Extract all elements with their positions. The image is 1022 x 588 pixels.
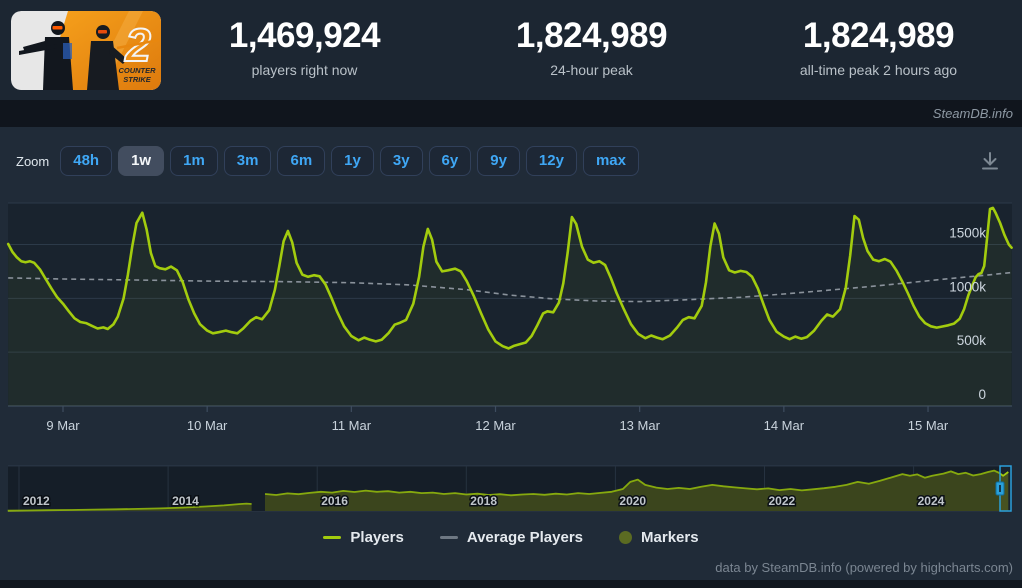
x-axis-label-12-Mar: 12 Mar — [475, 418, 516, 433]
x-axis-label-9-Mar: 9 Mar — [46, 418, 80, 433]
y-axis-label-0: 0 — [978, 387, 986, 402]
navigator-mask — [8, 466, 1000, 511]
y-axis-label-1500k: 1500k — [949, 226, 986, 241]
legend-label: Markers — [641, 529, 699, 546]
players-line — [6, 206, 1013, 350]
zoom-range-button-12y[interactable]: 12y — [525, 145, 577, 177]
line-swatch — [439, 536, 458, 539]
navigator-year-label-2012: 2012 — [23, 494, 50, 508]
navigator-area-segment-0 — [7, 503, 252, 511]
plot-area[interactable] — [8, 203, 1012, 406]
alltime-peak-value: 1,824,989 — [802, 16, 955, 55]
zoom-range-button-3m[interactable]: 3m — [223, 145, 272, 177]
zoom-button-group: 48h 1w 1m 3m 6m 1y 3y 6y 9y 12y max — [60, 145, 645, 177]
navigator-line-segment-1 — [264, 469, 1009, 497]
stat-24h-peak: 1,824,989 24-hour peak — [448, 0, 735, 78]
navigator-year-label-2020: 2020 — [619, 494, 646, 508]
x-axis-label-11-Mar: 11 Mar — [332, 418, 372, 433]
x-axis-label-14-Mar: 14 Mar — [764, 418, 805, 433]
players-area-fill — [8, 207, 1012, 406]
zoom-range-button-48h[interactable]: 48h — [60, 145, 113, 177]
legend-item-players[interactable]: Players — [323, 529, 404, 546]
logo-word-counter: COUNTER — [118, 66, 156, 75]
peak-24h-label: 24-hour peak — [550, 62, 633, 78]
header: 2 COUNTER STRIKE 1,469,924 players right… — [0, 0, 1022, 100]
zoom-range-button-9y[interactable]: 9y — [477, 145, 520, 177]
navigator-year-label-2014: 2014 — [172, 494, 199, 508]
legend-item-average-players[interactable]: Average Players — [439, 529, 584, 546]
navigator-year-label-2024: 2024 — [918, 494, 945, 508]
bottom-strip — [0, 580, 1022, 588]
zoom-range-button-3y[interactable]: 3y — [379, 145, 423, 177]
navigator-year-label-2018: 2018 — [470, 494, 497, 508]
main-player-chart[interactable]: 9 Mar 10 Mar 11 Mar 12 Mar 13 Mar 14 Mar 15 Ma… — [0, 195, 1022, 460]
steamdb-watermark: SteamDB.info — [932, 106, 1013, 121]
alltime-peak-label: all-time peak 2 hours ago — [799, 62, 958, 78]
x-axis-label-13-Mar: 13 Mar — [619, 418, 660, 433]
marker-swatch — [619, 531, 633, 544]
y-axis-label-500k: 500k — [957, 333, 987, 348]
legend-label: Average Players — [466, 529, 584, 546]
zoom-label: Zoom — [16, 153, 50, 169]
zoom-range-button-max[interactable]: max — [582, 145, 639, 177]
range-toolbar: Zoom 48h 1w 1m 3m 6m 1y 3y 6y 9y 12y max — [0, 127, 1022, 179]
zoom-range-button-1m[interactable]: 1m — [170, 145, 218, 177]
x-axis-label-10-Mar: 10 Mar — [187, 418, 228, 433]
download-icon — [982, 152, 998, 170]
visor-right — [98, 30, 107, 34]
download-button[interactable] — [978, 149, 1002, 173]
chart-credit: data by SteamDB.info (powered by highcha… — [715, 560, 1013, 575]
average-players-line — [8, 271, 1012, 303]
peak-24h-value: 1,824,989 — [515, 16, 668, 55]
backpack — [63, 43, 72, 59]
zoom-range-button-1y[interactable]: 1y — [331, 145, 374, 177]
logo-word-strike: STRIKE — [123, 75, 152, 84]
cs2-game-capsule[interactable]: 2 COUNTER STRIKE — [11, 11, 161, 90]
legend-label: Players — [350, 529, 404, 546]
zoom-range-button-6y[interactable]: 6y — [428, 145, 472, 177]
brand-bar: SteamDB.info — [0, 100, 1022, 127]
soldier-silhouette-right — [87, 25, 127, 90]
cs2-logo-art: 2 COUNTER STRIKE — [11, 11, 161, 90]
navigator-year-label-2016: 2016 — [321, 494, 348, 508]
zoom-range-button-1w[interactable]: 1w — [118, 145, 165, 177]
history-navigator[interactable]: 2012 2014 2016 2018 2020 2022 2024 — [0, 460, 1022, 520]
zoom-range-button-6m[interactable]: 6m — [277, 145, 326, 177]
navigator-area-segment-1 — [265, 470, 1009, 511]
y-axis-label-1000k: 1000k — [949, 279, 986, 294]
navigator-year-label-2022: 2022 — [769, 494, 796, 508]
legend-item-markers[interactable]: Markers — [619, 529, 699, 546]
line-swatch — [323, 536, 342, 539]
visor-left — [52, 26, 63, 30]
current-players-value: 1,469,924 — [228, 16, 381, 55]
current-players-label: players right now — [251, 62, 358, 78]
x-axis-label-15-Mar: 15 Mar — [908, 418, 949, 433]
navigator-line-segment-0 — [7, 502, 252, 512]
stat-alltime-peak: 1,824,989 all-time peak 2 hours ago — [735, 0, 1022, 78]
chart-legend: Players Average Players Markers — [0, 529, 1022, 546]
stat-current-players: 1,469,924 players right now — [161, 0, 448, 78]
